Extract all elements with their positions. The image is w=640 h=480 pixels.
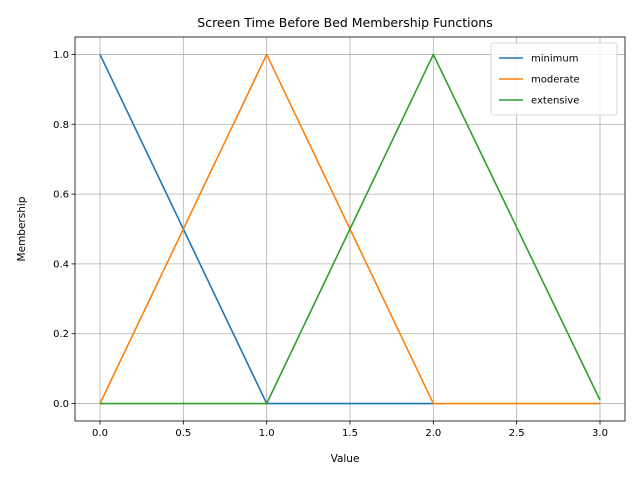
x-tick-label: 1.5	[342, 428, 358, 439]
x-axis-label: Value	[331, 453, 360, 465]
y-tick-label: 1.0	[53, 50, 69, 61]
x-tick-label: 3.0	[592, 428, 608, 439]
x-tick-label: 0.0	[92, 428, 108, 439]
legend: minimum moderate extensive	[490, 42, 618, 116]
x-tick-label: 2.5	[509, 428, 525, 439]
ticks: 0.0 0.5 1.0 1.5 2.0 2.5 3.0 0.0 0.2 0.4 0.6 0.8 1.0	[53, 50, 608, 439]
y-tick-label: 0.6	[53, 190, 69, 201]
y-tick-label: 0.0	[53, 399, 69, 410]
x-tick-label: 0.5	[175, 428, 191, 439]
legend-label-moderate: moderate	[531, 75, 580, 86]
legend-box	[490, 42, 618, 116]
y-tick-label: 0.8	[53, 120, 69, 131]
y-axis-label: Membership	[16, 196, 28, 261]
y-tick-label: 0.2	[53, 329, 69, 340]
legend-label-extensive: extensive	[531, 96, 579, 107]
series-line-extensive	[100, 53, 601, 405]
series-layer	[99, 53, 601, 405]
x-tick-label: 1.0	[259, 428, 275, 439]
chart-title: Screen Time Before Bed Membership Functi…	[197, 15, 492, 30]
y-tick-label: 0.4	[53, 259, 69, 270]
legend-label-minimum: minimum	[531, 54, 578, 65]
x-tick-label: 2.0	[425, 428, 441, 439]
